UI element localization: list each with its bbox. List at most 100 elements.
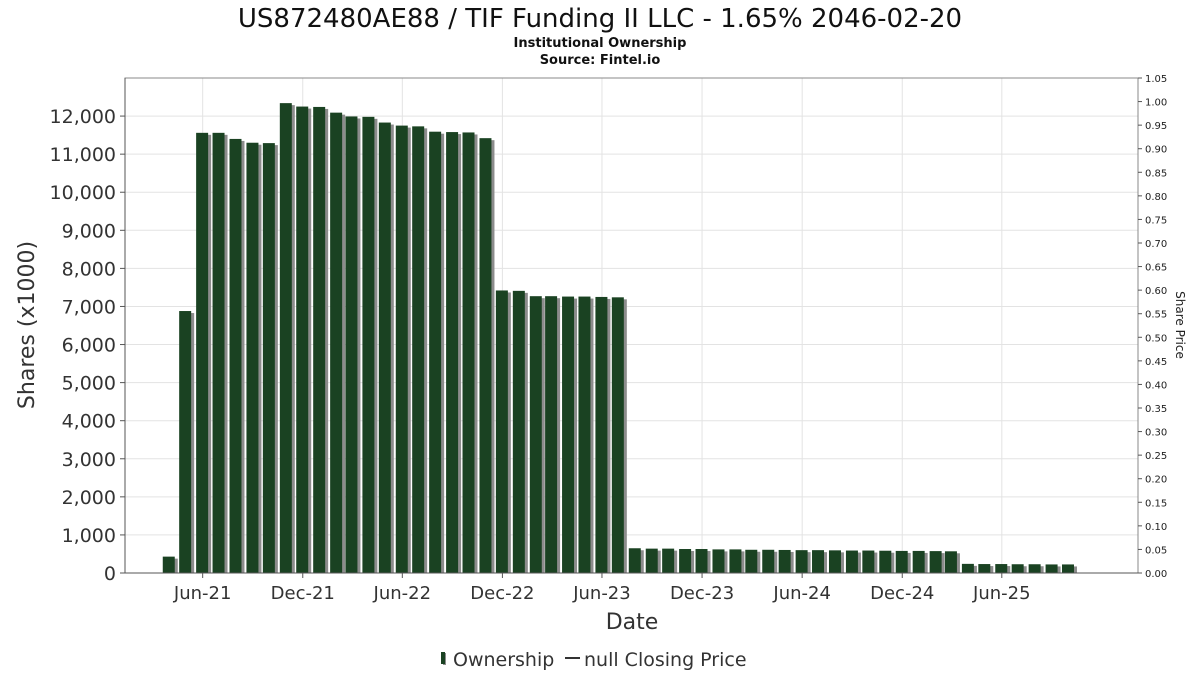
bar <box>1011 564 1024 573</box>
x-tick-label: Jun-25 <box>972 583 1031 604</box>
bar <box>212 132 225 574</box>
x-tick-label: Jun-22 <box>373 583 432 604</box>
bar <box>895 550 908 573</box>
y2-tick-label: 0.40 <box>1145 380 1167 391</box>
y2-tick-label: 0.00 <box>1145 569 1167 580</box>
bar <box>662 548 675 573</box>
bar <box>345 116 358 573</box>
bar <box>196 132 209 574</box>
bar <box>562 296 575 573</box>
bar <box>1028 564 1041 573</box>
bar <box>812 550 825 573</box>
bar <box>729 549 742 573</box>
bar <box>279 103 292 573</box>
bar <box>845 550 858 573</box>
x-axis: Jun-21 Dec-21 Jun-22 Dec-22 Jun-23 Dec-23 Jun-… <box>173 573 1031 604</box>
x-axis-label: Date <box>606 610 659 635</box>
y-tick-label: 7,000 <box>62 296 116 318</box>
bar <box>495 290 508 573</box>
y2-tick-label: 0.35 <box>1145 404 1167 415</box>
bar <box>429 131 442 573</box>
bar <box>179 311 192 573</box>
bar <box>1045 564 1058 573</box>
x-tick-label: Jun-23 <box>572 583 631 604</box>
x-tick-label: Jun-24 <box>772 583 831 604</box>
y2-tick-label: 0.75 <box>1145 215 1167 226</box>
bar <box>778 549 791 573</box>
x-tick-label: Dec-21 <box>271 583 335 604</box>
bar <box>695 549 708 573</box>
y-tick-label: 12,000 <box>50 106 116 128</box>
bar <box>762 549 775 573</box>
bar <box>578 296 591 573</box>
x-tick-label: Dec-22 <box>470 583 534 604</box>
y2-tick-label: 0.55 <box>1145 310 1167 321</box>
y2-tick-label: 0.95 <box>1145 121 1167 132</box>
bar <box>446 132 459 574</box>
bar <box>479 138 492 573</box>
bar <box>645 548 658 573</box>
bar <box>912 550 925 573</box>
y-tick-label: 6,000 <box>62 335 116 357</box>
legend-ownership-swatch <box>441 652 445 664</box>
chart-title: US872480AE88 / TIF Funding II LLC - 1.65… <box>238 4 962 34</box>
legend-ownership-label: Ownership <box>453 649 554 671</box>
y2-tick-label: 0.50 <box>1145 333 1167 344</box>
bar <box>462 132 475 573</box>
chart-subtitle: Institutional Ownership <box>514 36 687 51</box>
bar <box>362 116 375 573</box>
y2-tick-label: 0.65 <box>1145 263 1167 274</box>
y2-tick-label: 0.30 <box>1145 428 1167 439</box>
bar <box>529 296 542 573</box>
y2-tick-label: 0.20 <box>1145 475 1167 486</box>
y2-tick-label: 0.10 <box>1145 522 1167 533</box>
bar <box>296 106 309 574</box>
bar <box>330 112 343 574</box>
bar <box>395 125 408 573</box>
bar <box>378 122 391 574</box>
y2-tick-label: 0.80 <box>1145 192 1167 203</box>
bar <box>512 290 525 573</box>
x-tick-label: Dec-24 <box>870 583 934 604</box>
y2-tick-label: 1.05 <box>1145 74 1167 85</box>
y-tick-label: 9,000 <box>62 220 116 242</box>
y2-tick-label: 0.70 <box>1145 239 1167 250</box>
bar <box>795 550 808 573</box>
bar <box>246 142 259 573</box>
y-tick-label: 2,000 <box>62 487 116 509</box>
y-tick-label: 11,000 <box>50 144 116 166</box>
y2-tick-label: 1.00 <box>1145 98 1167 109</box>
bar <box>262 143 275 573</box>
y2-tick-label: 0.05 <box>1145 545 1167 556</box>
secondary-y-axis: 0.00 0.05 0.10 0.15 0.20 0.25 0.30 0.35 0.40 0.45… <box>1138 74 1167 580</box>
bar <box>745 549 758 573</box>
y2-tick-label: 0.25 <box>1145 451 1167 462</box>
y-tick-label: 0 <box>104 563 116 585</box>
x-tick-label: Dec-23 <box>670 583 734 604</box>
bar <box>961 563 974 573</box>
y2-tick-label: 0.85 <box>1145 168 1167 179</box>
bar <box>545 296 558 573</box>
y2-tick-label: 0.15 <box>1145 498 1167 509</box>
bar <box>679 549 692 573</box>
bar <box>929 551 942 573</box>
y2-tick-label: 0.60 <box>1145 286 1167 297</box>
bar <box>313 106 326 573</box>
bar <box>412 126 425 573</box>
legend-price-label: null Closing Price <box>584 649 747 671</box>
y-tick-label: 5,000 <box>62 373 116 395</box>
y-axis: 0 1,000 2,000 3,000 4,000 5,000 6,000 7,000 8,00… <box>50 106 125 585</box>
y2-tick-label: 0.90 <box>1145 145 1167 156</box>
bar <box>879 550 892 573</box>
secondary-y-axis-label: Share Price <box>1173 291 1187 359</box>
y-axis-label: Shares (x1000) <box>15 241 40 409</box>
bar <box>862 550 875 573</box>
bar <box>995 564 1008 573</box>
bar <box>1061 564 1074 573</box>
y-tick-label: 4,000 <box>62 411 116 433</box>
legend: Ownership null Closing Price <box>441 649 747 671</box>
y-tick-label: 3,000 <box>62 449 116 471</box>
bars <box>162 103 1077 574</box>
y-tick-label: 8,000 <box>62 258 116 280</box>
